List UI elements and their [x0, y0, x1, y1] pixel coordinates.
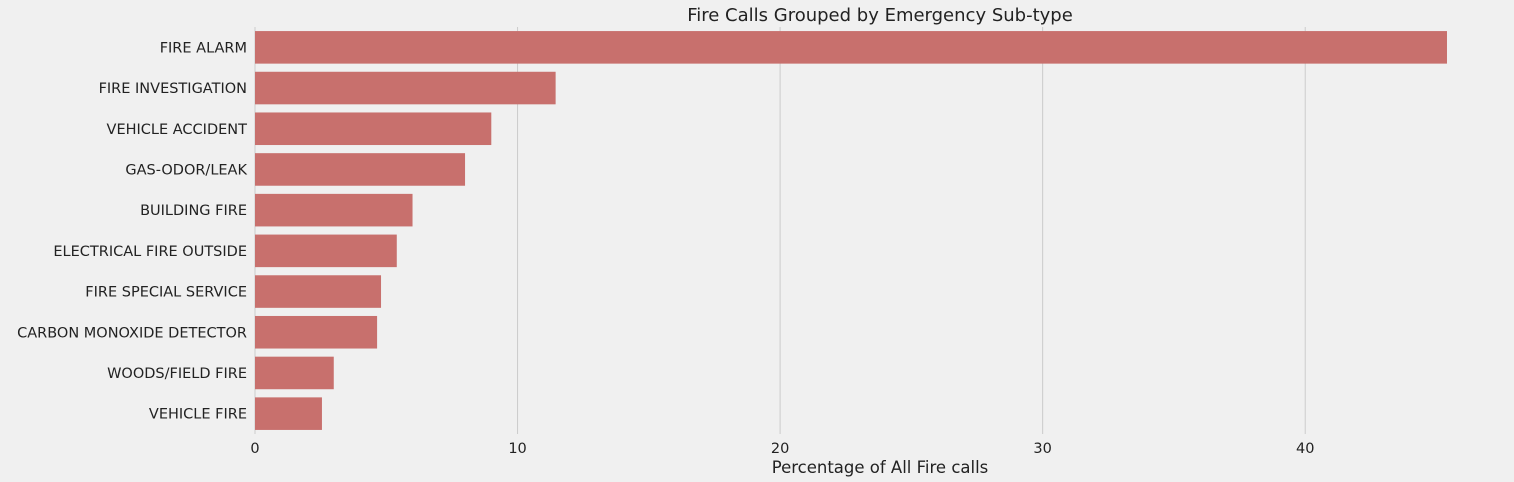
bar: [255, 315, 378, 349]
x-tick-label: 30: [1033, 441, 1051, 457]
category-label: FIRE ALARM: [160, 40, 247, 56]
bar: [255, 397, 322, 430]
bars: [255, 31, 1447, 430]
bar: [255, 234, 397, 268]
x-tick-label: 20: [771, 441, 789, 457]
category-label: WOODS/FIELD FIRE: [107, 366, 247, 382]
bar: [255, 71, 556, 105]
bar: [255, 31, 1447, 64]
category-label: FIRE SPECIAL SERVICE: [85, 285, 247, 301]
category-label: CARBON MONOXIDE DETECTOR: [17, 325, 247, 341]
x-tick-label: 10: [508, 441, 526, 457]
category-label: VEHICLE FIRE: [149, 407, 247, 423]
category-labels: FIRE ALARM FIRE INVESTIGATION VEHICLE ACCI…: [17, 40, 247, 422]
category-label: ELECTRICAL FIRE OUTSIDE: [53, 244, 247, 260]
category-label: BUILDING FIRE: [140, 203, 247, 219]
bar: [255, 193, 413, 227]
chart-title: Fire Calls Grouped by Emergency Sub-type: [687, 5, 1073, 26]
bar: [255, 112, 492, 146]
category-label: FIRE INVESTIGATION: [99, 81, 247, 97]
bar: [255, 153, 466, 186]
category-label: VEHICLE ACCIDENT: [107, 122, 248, 138]
bar: [255, 356, 334, 390]
x-axis-title: Percentage of All Fire calls: [772, 458, 989, 477]
bar: [255, 275, 382, 308]
x-tick-label: 0: [250, 441, 259, 457]
x-tick-label: 40: [1296, 441, 1314, 457]
x-tick-labels: 0 10 20 30 40: [250, 441, 1314, 457]
category-label: GAS-ODOR/LEAK: [125, 162, 247, 178]
